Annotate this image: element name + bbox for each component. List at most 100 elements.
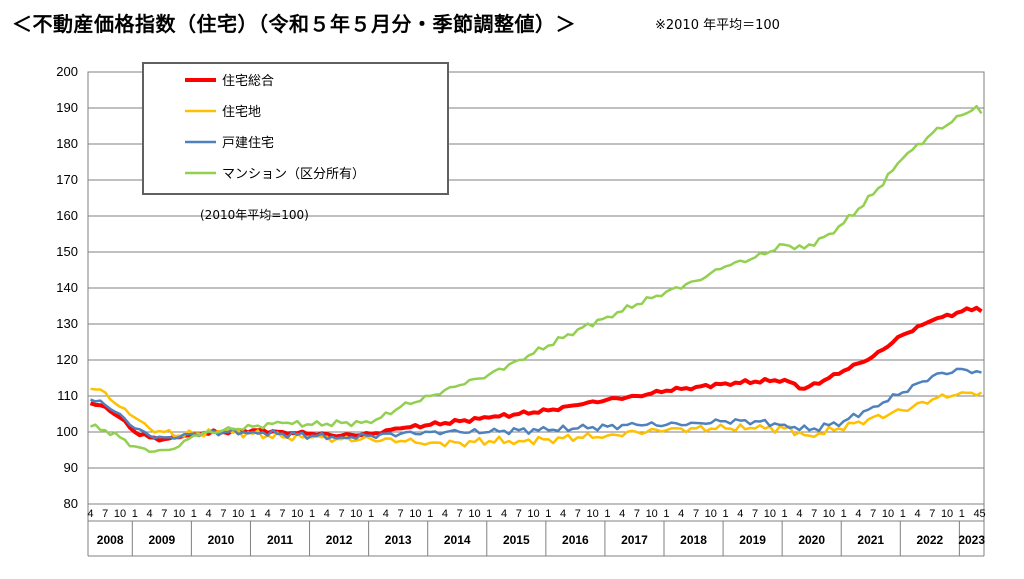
grid-lines bbox=[87, 71, 985, 505]
y-tick-label: 130 bbox=[56, 316, 78, 331]
x-tick-label: 4 bbox=[796, 508, 802, 520]
legend-label: 住宅総合 bbox=[222, 74, 274, 89]
x-tick-label: 1 bbox=[545, 508, 551, 520]
series-line-2 bbox=[90, 387, 983, 448]
x-tick-label: 10 bbox=[586, 508, 598, 520]
y-tick-label: 110 bbox=[57, 388, 78, 403]
x-tick-label: 7 bbox=[279, 508, 285, 520]
x-tick-label: 7 bbox=[693, 508, 699, 520]
y-tick-label: 90 bbox=[64, 460, 78, 475]
series-line-1 bbox=[89, 305, 983, 443]
x-tick-label: 10 bbox=[350, 508, 362, 520]
x-year-label: 2021 bbox=[857, 533, 884, 547]
x-tick-label: 7 bbox=[220, 508, 226, 520]
x-year-label: 2013 bbox=[385, 533, 412, 547]
x-tick-label: 7 bbox=[634, 508, 640, 520]
x-tick-label: 1 bbox=[782, 508, 788, 520]
x-tick-label: 4 bbox=[974, 508, 980, 520]
x-tick-label: 1 bbox=[191, 508, 197, 520]
x-tick-label: 4 bbox=[324, 508, 330, 520]
y-tick-label: 200 bbox=[56, 64, 78, 79]
x-tick-label: 1 bbox=[959, 508, 965, 520]
x-tick-label: 4 bbox=[619, 508, 625, 520]
x-tick-label: 7 bbox=[929, 508, 935, 520]
x-tick-label: 4 bbox=[265, 508, 271, 520]
x-tick-label: 1 bbox=[486, 508, 492, 520]
x-tick-label: 10 bbox=[173, 508, 185, 520]
x-tick-label: 1 bbox=[663, 508, 669, 520]
y-tick-label: 80 bbox=[64, 496, 78, 511]
x-year-label: 2012 bbox=[326, 533, 353, 547]
series-line-4 bbox=[90, 104, 983, 454]
x-axis: 4 7 10 1 4 7 10 1 4 7 10 1 4 7 10 1 4 7 10 1 4 7 10 1 4 7 10 1 4 7 10 1… bbox=[87, 504, 986, 557]
x-year-label: 2010 bbox=[208, 533, 235, 547]
x-tick-label: 10 bbox=[823, 508, 835, 520]
x-tick-label-last: 5 bbox=[979, 508, 985, 520]
x-tick-label: 4 bbox=[146, 508, 152, 520]
legend-label: 住宅地 bbox=[222, 105, 261, 120]
y-tick-label: 100 bbox=[56, 424, 78, 439]
x-year-label: 2017 bbox=[621, 533, 648, 547]
x-year-label: 2020 bbox=[798, 533, 825, 547]
y-axis: 80 90 100 110 120 130 140 150 160 170 180 190 200 bbox=[56, 64, 78, 511]
x-tick-label: 10 bbox=[882, 508, 894, 520]
x-tick-label: 10 bbox=[941, 508, 953, 520]
x-tick-label: 10 bbox=[291, 508, 303, 520]
x-tick-label: 7 bbox=[575, 508, 581, 520]
x-tick-label: 4 bbox=[87, 508, 93, 520]
x-tick-label: 7 bbox=[516, 508, 522, 520]
x-tick-label: 7 bbox=[457, 508, 463, 520]
x-tick-label: 10 bbox=[764, 508, 776, 520]
y-tick-label: 150 bbox=[56, 244, 78, 259]
y-tick-label: 170 bbox=[56, 172, 78, 187]
x-year-label: 2023 bbox=[958, 533, 985, 547]
x-tick-label: 1 bbox=[722, 508, 728, 520]
series-lines bbox=[89, 104, 983, 454]
x-tick-label: 7 bbox=[102, 508, 108, 520]
y-tick-label: 190 bbox=[56, 100, 78, 115]
x-tick-label: 7 bbox=[752, 508, 758, 520]
x-tick-label: 1 bbox=[900, 508, 906, 520]
y-tick-label: 180 bbox=[56, 136, 78, 151]
x-tick-label: 4 bbox=[501, 508, 507, 520]
x-tick-label: 10 bbox=[646, 508, 658, 520]
x-year-label: 2016 bbox=[562, 533, 589, 547]
x-tick-label: 1 bbox=[427, 508, 433, 520]
chart-inner-note: (2010年平均=100) bbox=[200, 208, 309, 222]
x-tick-label: 4 bbox=[737, 508, 743, 520]
x-tick-label: 1 bbox=[132, 508, 138, 520]
x-tick-label: 4 bbox=[914, 508, 920, 520]
x-tick-label: 1 bbox=[604, 508, 610, 520]
x-tick-label: 10 bbox=[468, 508, 480, 520]
x-year-label: 2022 bbox=[916, 533, 943, 547]
x-tick-label: 1 bbox=[841, 508, 847, 520]
series-line-3 bbox=[90, 367, 982, 441]
x-tick-label: 4 bbox=[560, 508, 566, 520]
x-tick-label: 7 bbox=[161, 508, 167, 520]
x-year-label: 2011 bbox=[267, 533, 293, 547]
x-year-label: 2018 bbox=[680, 533, 707, 547]
x-tick-label: 10 bbox=[232, 508, 244, 520]
legend-label: マンション（区分所有） bbox=[222, 167, 365, 182]
x-year-label: 2015 bbox=[503, 533, 530, 547]
x-year-label: 2008 bbox=[97, 533, 124, 547]
x-tick-label: 7 bbox=[398, 508, 404, 520]
x-tick-label: 4 bbox=[383, 508, 389, 520]
x-tick-label: 10 bbox=[705, 508, 717, 520]
legend-label: 戸建住宅 bbox=[222, 136, 274, 151]
x-tick-label: 1 bbox=[309, 508, 315, 520]
x-year-label: 2019 bbox=[739, 533, 766, 547]
y-tick-label: 120 bbox=[56, 352, 78, 367]
x-tick-label: 10 bbox=[409, 508, 421, 520]
x-tick-label: 4 bbox=[442, 508, 448, 520]
x-tick-label: 7 bbox=[870, 508, 876, 520]
page-title: ＜不動産価格指数（住宅）（令和５年５月分・季節調整値）＞ bbox=[12, 12, 576, 36]
x-year-label: 2009 bbox=[148, 533, 175, 547]
x-year-label: 2014 bbox=[444, 533, 471, 547]
x-tick-label: 10 bbox=[527, 508, 539, 520]
y-tick-label: 140 bbox=[56, 280, 78, 295]
y-tick-label: 160 bbox=[56, 208, 78, 223]
x-tick-label: 1 bbox=[368, 508, 374, 520]
